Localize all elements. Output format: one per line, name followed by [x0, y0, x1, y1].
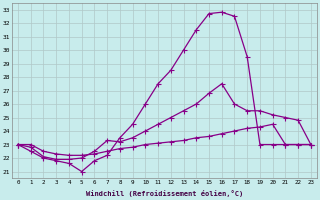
X-axis label: Windchill (Refroidissement éolien,°C): Windchill (Refroidissement éolien,°C) — [86, 190, 243, 197]
